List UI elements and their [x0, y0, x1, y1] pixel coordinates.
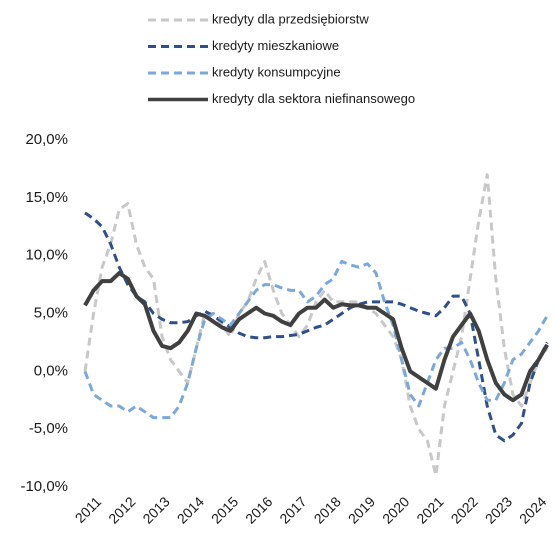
x-tick-label: 2018: [311, 493, 344, 526]
x-tick-label: 2013: [139, 493, 172, 526]
y-tick-label: -10,0%: [20, 478, 68, 495]
x-tick-label: 2011: [72, 493, 105, 526]
x-tick-label: 2023: [482, 493, 515, 526]
x-tick-label: 2022: [448, 493, 481, 526]
y-tick-label: 0,0%: [34, 362, 68, 379]
x-tick-label: 2014: [174, 493, 207, 526]
x-tick-label: 2017: [276, 493, 309, 526]
legend-label: kredyty mieszkaniowe: [212, 38, 339, 53]
series-line: [83, 173, 549, 477]
x-tick-label: 2012: [105, 493, 138, 526]
x-tick-label: 2020: [379, 493, 412, 526]
y-tick-label: -5,0%: [29, 420, 68, 437]
x-tick-label: 2016: [242, 493, 275, 526]
y-tick-label: 20,0%: [25, 131, 68, 148]
y-tick-label: 10,0%: [25, 247, 68, 264]
legend-label: kredyty dla przedsiębiorstw: [212, 11, 369, 26]
x-tick-label: 2021: [413, 493, 446, 526]
series-line: [83, 271, 549, 403]
legend-label: kredyty konsumpcyjne: [212, 64, 341, 79]
x-tick-label: 2019: [345, 493, 378, 526]
x-tick-label: 2024: [516, 493, 549, 526]
y-tick-label: 5,0%: [34, 304, 68, 321]
legend-label: kredyty dla sektora niefinansowego: [212, 91, 415, 106]
x-tick-label: 2015: [208, 493, 241, 526]
y-tick-label: 15,0%: [25, 189, 68, 206]
